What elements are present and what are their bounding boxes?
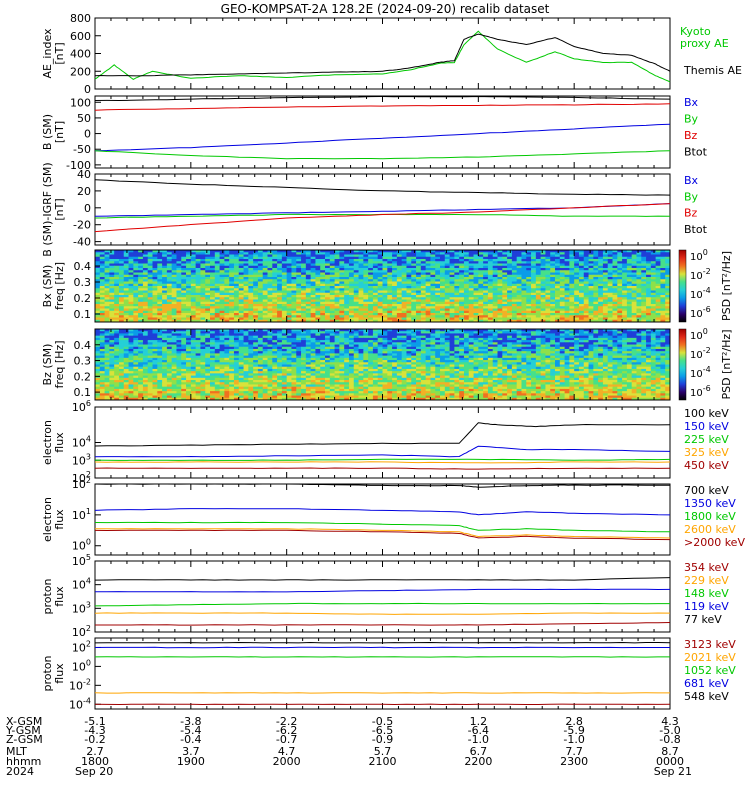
y-tick-label: 600 <box>70 30 91 43</box>
colorbar-label: PSD [nT²/Hz] <box>720 251 733 321</box>
y-axis-label: [nT] <box>53 198 66 220</box>
legend-entry: By <box>684 190 699 203</box>
series-line-btot <box>95 180 670 195</box>
series-line-kyoto-proxy-ae <box>95 31 670 82</box>
y-tick-label: 0 <box>84 83 91 96</box>
legend-entry: Bz <box>684 207 698 220</box>
colorbar-tick-label: 10-4 <box>690 286 711 301</box>
legend-entry: Bx <box>684 174 699 187</box>
legend-entry: proxy AE <box>680 37 729 50</box>
series-lines <box>95 97 670 159</box>
colorbar-tick-label: 10-2 <box>690 267 711 282</box>
colorbar <box>679 250 686 322</box>
legend-entry: Bx <box>684 96 699 109</box>
y-tick-label: 40 <box>77 168 91 181</box>
y-axis-label: freq [Hz] <box>53 262 66 310</box>
y-tick-label: 0.1 <box>74 308 92 321</box>
y-tick-label: 0.3 <box>74 276 92 289</box>
y-tick-label: 800 <box>70 12 91 25</box>
series-lines <box>95 180 670 232</box>
panel-frame <box>95 174 670 245</box>
series-line-bx <box>95 124 670 151</box>
legend: Bx By Bz Btot <box>684 96 708 159</box>
series-lines <box>95 31 670 82</box>
y-tick-label: 200 <box>70 65 91 78</box>
spectrogram-cells <box>95 329 670 400</box>
y-tick-label: 100 <box>70 96 91 109</box>
series-line-by <box>95 151 670 159</box>
panel-frame <box>95 18 670 89</box>
y-tick-label: 20 <box>77 185 91 198</box>
series-line-themis-ae <box>95 34 670 76</box>
panel-bx_spec: 0.40.30.20.1Bx (SM)freq [Hz]10010-210-41… <box>41 248 733 322</box>
y-axis-label: [nT] <box>53 42 66 64</box>
y-tick-label: 0 <box>84 202 91 215</box>
spectrogram-cells <box>95 250 670 322</box>
colorbar-tick-label: 10-6 <box>690 305 711 320</box>
y-axis-label: [nT] <box>53 121 66 143</box>
y-tick-label: 0 <box>84 128 91 141</box>
y-tick-label: 400 <box>70 48 91 61</box>
y-tick-label: 0.2 <box>74 292 92 305</box>
legend-entry: Bz <box>684 129 698 142</box>
y-tick-label: -40 <box>73 236 91 249</box>
legend-entry: Btot <box>684 223 708 236</box>
panel-bz_spec: 0.40.30.20.1Bz (SM)freq [Hz]10010-210-41… <box>41 327 733 400</box>
legend-entry: Themis AE <box>683 64 742 77</box>
legend: Bx By Bz Btot <box>684 174 708 236</box>
plot-title: GEO-KOMPSAT-2A 128.2E (2024-09-20) recal… <box>221 2 550 16</box>
legend-entry: Btot <box>684 146 708 159</box>
y-tick-label: -20 <box>73 219 91 232</box>
series-line-bz <box>95 104 670 110</box>
legend-entry: By <box>684 113 699 126</box>
series-line-bz <box>95 204 670 232</box>
y-tick-label: 50 <box>77 112 91 125</box>
y-tick-label: -50 <box>73 143 91 156</box>
panel-frame <box>95 96 670 168</box>
y-tick-label: 0.4 <box>74 260 92 273</box>
colorbar-tick-label: 100 <box>690 248 708 263</box>
